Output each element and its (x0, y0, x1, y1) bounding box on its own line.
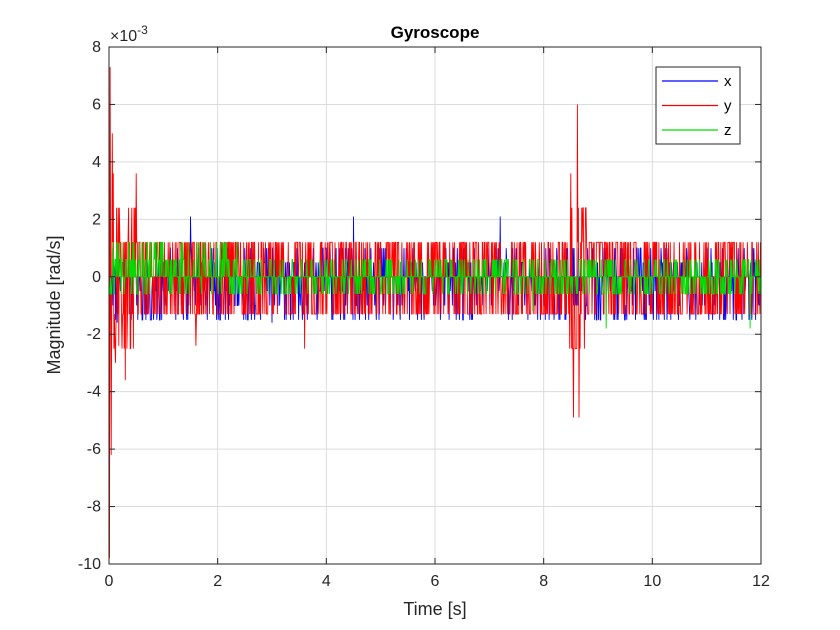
y-tick-label: -8 (87, 499, 101, 516)
y-axis: -10 -8 -6 -4 -2 0 2 4 6 8 (78, 39, 761, 573)
y-exponent-label: ×10-3 (110, 23, 148, 45)
y-tick-label: 4 (92, 154, 101, 171)
y-tick-label: 6 (92, 96, 101, 113)
x-tick-label: 8 (539, 573, 548, 590)
y-tick-label: 8 (92, 39, 101, 56)
x-tick-label: 10 (643, 573, 661, 590)
x-tick-label: 2 (213, 573, 222, 590)
legend: xyz (655, 66, 741, 145)
series-layer (109, 67, 761, 559)
chart-title: Gyroscope (391, 23, 480, 42)
x-tick-label: 12 (752, 573, 770, 590)
series-line-y (109, 67, 761, 559)
y-axis-label: Magnitude [rad/s] (44, 235, 64, 374)
legend-label-z: z (724, 122, 732, 139)
x-tick-label: 0 (105, 573, 114, 590)
legend-label-y: y (724, 98, 732, 115)
series-line-z (109, 241, 761, 329)
y-tick-label: -2 (87, 326, 101, 343)
y-tick-label: -10 (78, 556, 101, 573)
x-tick-label: 6 (431, 573, 440, 590)
legend-label-x: x (724, 73, 732, 90)
y-tick-label: 0 (92, 269, 101, 286)
y-tick-label: -6 (87, 441, 101, 458)
y-tick-label: -4 (87, 384, 101, 401)
x-axis: 0 2 4 6 8 10 12 (105, 47, 770, 590)
y-exponent-power: -3 (137, 23, 148, 37)
x-tick-label: 4 (322, 573, 331, 590)
y-tick-label: 2 (92, 211, 101, 228)
x-axis-label: Time [s] (403, 599, 466, 619)
